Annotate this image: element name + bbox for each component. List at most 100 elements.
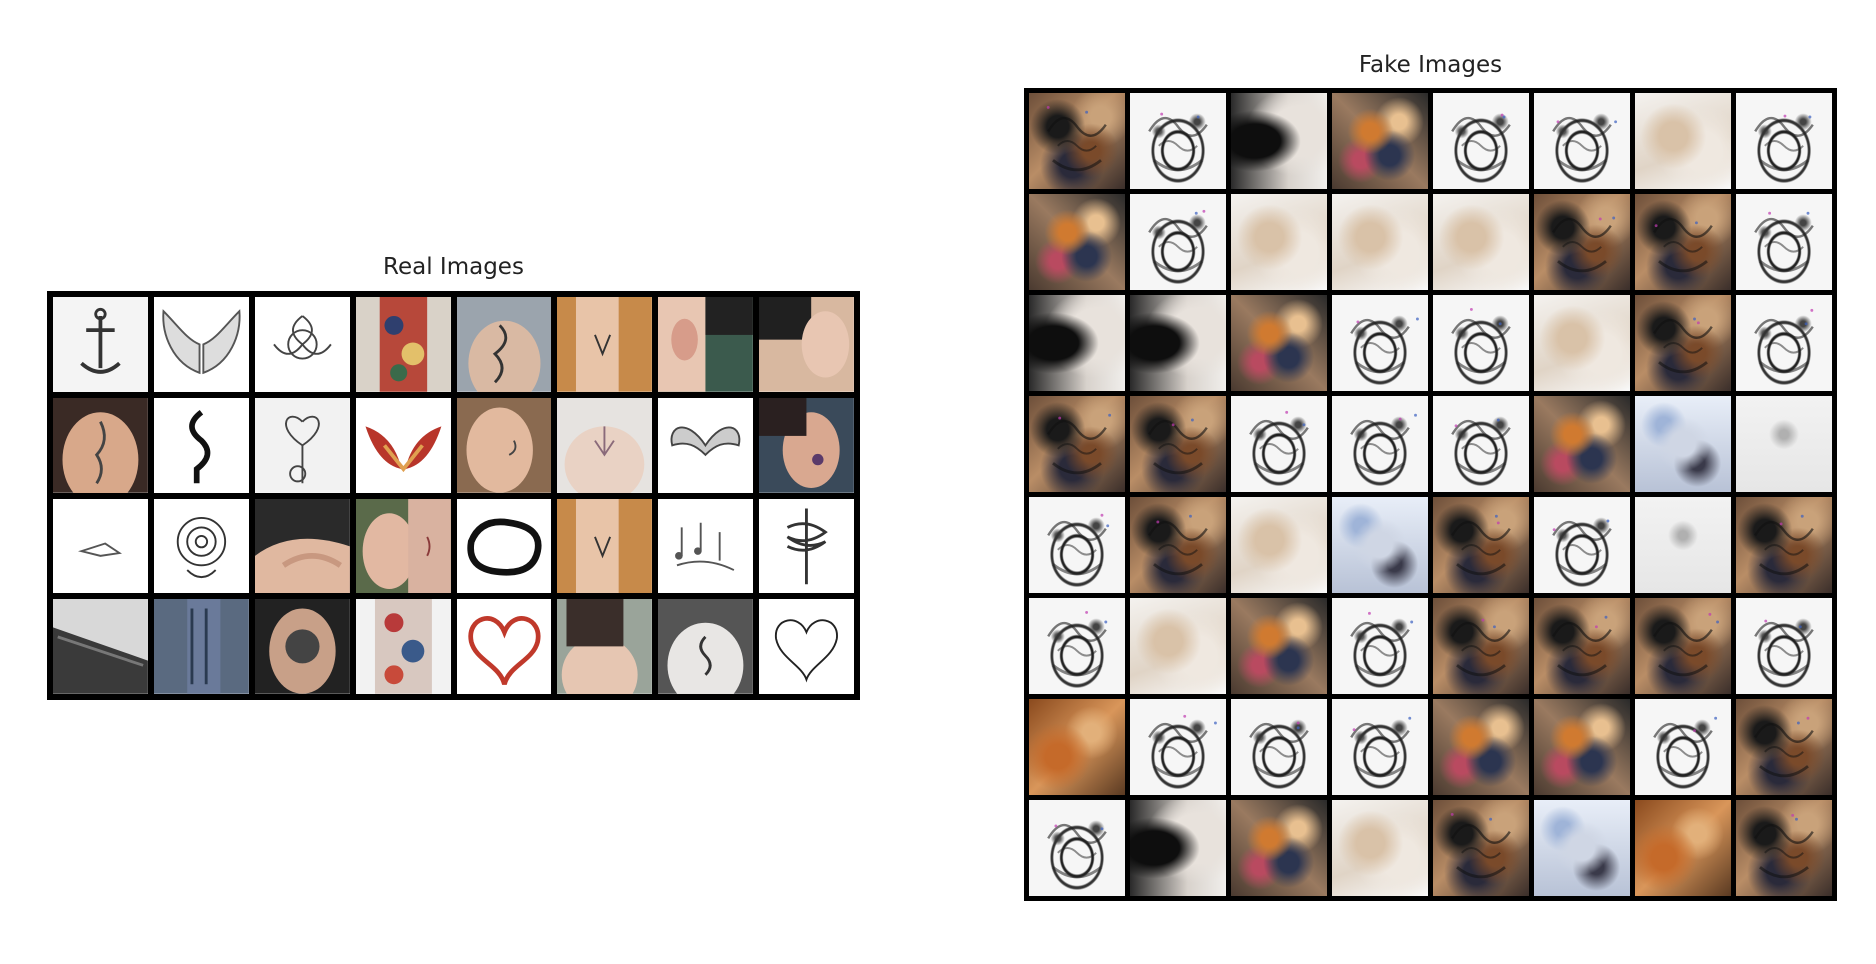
generated-texture bbox=[1754, 308, 1814, 374]
thumbnail-graphic bbox=[557, 498, 653, 594]
generated-texture bbox=[1754, 514, 1814, 576]
generated-texture bbox=[1047, 610, 1108, 677]
thumbnail-graphic bbox=[759, 297, 854, 392]
generated-texture bbox=[1350, 611, 1414, 677]
fake-image-tile bbox=[1534, 598, 1630, 694]
real-image-colorful-body-tattoo bbox=[355, 297, 451, 392]
fake-image-tile bbox=[1029, 699, 1125, 795]
fake-image-tile bbox=[1231, 93, 1327, 189]
fake-image-tile bbox=[1029, 295, 1125, 391]
fake-image-tile bbox=[1029, 497, 1125, 593]
real-image-arm-tattoo bbox=[254, 498, 350, 594]
fake-image-tile bbox=[1130, 800, 1226, 896]
real-images-title: Real Images bbox=[383, 254, 524, 280]
generated-texture bbox=[1552, 615, 1612, 677]
fake-image-tile bbox=[1534, 699, 1630, 795]
thumbnail-graphic bbox=[53, 498, 148, 594]
real-image-snake-dagger-tattoo bbox=[759, 498, 854, 594]
thumbnail-graphic bbox=[254, 297, 350, 392]
real-image-heart-balloon-tattoo bbox=[254, 397, 350, 493]
thumbnail-graphic bbox=[355, 599, 451, 694]
real-image-back-spine-tattoo bbox=[53, 397, 148, 493]
generated-texture bbox=[1249, 721, 1309, 778]
thumbnail-graphic bbox=[153, 498, 249, 594]
fake-image-tile bbox=[1433, 497, 1529, 593]
real-image-back-script-tattoo bbox=[658, 599, 754, 694]
fake-image-tile bbox=[1736, 93, 1832, 189]
fake-image-tile bbox=[1130, 93, 1226, 189]
fake-image-tile bbox=[1736, 497, 1832, 593]
fake-image-tile bbox=[1130, 699, 1226, 795]
thumbnail-graphic bbox=[658, 397, 754, 493]
fake-image-tile bbox=[1029, 598, 1125, 694]
fake-image-tile bbox=[1433, 699, 1529, 795]
generated-texture bbox=[1047, 824, 1107, 879]
thumbnail-graphic bbox=[557, 599, 653, 694]
generated-texture bbox=[1451, 514, 1511, 576]
real-image-tribal-rose-tattoo bbox=[153, 397, 249, 493]
fake-image-tile bbox=[1534, 497, 1630, 593]
generated-texture bbox=[1249, 410, 1309, 475]
fake-image-tile bbox=[1534, 194, 1630, 290]
thumbnail-graphic bbox=[456, 599, 552, 694]
fake-image-tile bbox=[1635, 699, 1731, 795]
generated-texture bbox=[1148, 209, 1208, 273]
fake-images-title: Fake Images bbox=[1358, 52, 1503, 78]
fake-image-tile bbox=[1736, 295, 1832, 391]
fake-image-tile bbox=[1433, 194, 1529, 290]
real-image-ear-tattoo bbox=[658, 297, 754, 392]
thumbnail-graphic bbox=[53, 397, 148, 493]
thumbnail-graphic bbox=[557, 397, 653, 493]
generated-texture bbox=[1148, 514, 1208, 576]
fake-image-tile bbox=[1534, 800, 1630, 896]
fake-image-tile bbox=[1736, 194, 1832, 290]
thumbnail-graphic bbox=[557, 297, 653, 392]
thumbnail-graphic bbox=[759, 498, 854, 594]
thumbnail-graphic bbox=[355, 498, 451, 594]
real-image-upper-back-tattoo bbox=[557, 397, 653, 493]
thumbnail-graphic bbox=[658, 297, 754, 392]
real-image-tribal-circle-tattoo bbox=[456, 498, 552, 594]
fake-image-tile bbox=[1534, 396, 1630, 492]
real-image-heart-outline-tattoo bbox=[759, 599, 854, 694]
fake-image-tile bbox=[1433, 396, 1529, 492]
fake-image-tile bbox=[1736, 699, 1832, 795]
fake-image-tile bbox=[1332, 93, 1428, 189]
fake-image-tile bbox=[1736, 396, 1832, 492]
generated-texture bbox=[1047, 413, 1112, 475]
fake-image-tile bbox=[1736, 800, 1832, 896]
thumbnail-graphic bbox=[355, 297, 451, 392]
fake-image-tile bbox=[1130, 497, 1226, 593]
generated-texture bbox=[1754, 716, 1814, 778]
thumbnail-graphic bbox=[658, 498, 754, 594]
thumbnail-graphic bbox=[153, 397, 249, 493]
generated-texture bbox=[1653, 218, 1713, 273]
generated-texture bbox=[1754, 619, 1814, 677]
fake-image-tile bbox=[1534, 295, 1630, 391]
fake-image-tile bbox=[1029, 93, 1125, 189]
fake-image-tile bbox=[1635, 93, 1731, 189]
thumbnail-graphic bbox=[456, 397, 552, 493]
real-image-neck-tattoo bbox=[759, 297, 854, 392]
real-image-mandala-tattoo bbox=[153, 498, 249, 594]
real-image-winged-heart-tattoo bbox=[658, 397, 754, 493]
real-image-back-dragon-tattoo bbox=[456, 297, 552, 392]
real-image-colorful-sleeve-tattoo bbox=[355, 599, 451, 694]
thumbnail-graphic bbox=[53, 297, 148, 392]
generated-texture bbox=[1148, 418, 1208, 475]
generated-texture bbox=[1451, 307, 1511, 374]
generated-texture bbox=[1451, 418, 1511, 475]
thumbnail-graphic bbox=[254, 599, 350, 694]
fake-image-tile bbox=[1130, 194, 1226, 290]
real-image-neck-side-tattoo bbox=[759, 397, 854, 493]
thumbnail-graphic bbox=[254, 397, 350, 493]
real-image-floral-sketch-tattoo bbox=[254, 297, 350, 392]
thumbnail-graphic bbox=[53, 599, 148, 694]
fake-image-tile bbox=[1029, 396, 1125, 492]
real-image-full-sleeve-tattoo bbox=[153, 599, 249, 694]
fake-image-tile bbox=[1130, 295, 1226, 391]
thumbnail-graphic bbox=[254, 498, 350, 594]
generated-texture bbox=[1754, 813, 1814, 879]
fake-image-tile bbox=[1736, 598, 1832, 694]
fake-image-tile bbox=[1332, 800, 1428, 896]
